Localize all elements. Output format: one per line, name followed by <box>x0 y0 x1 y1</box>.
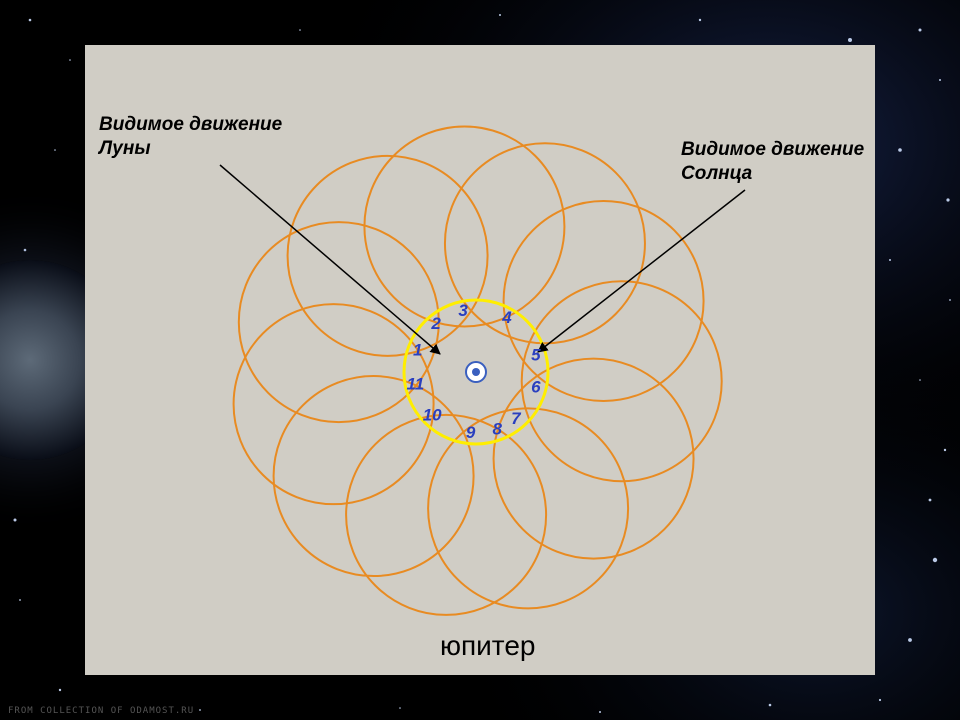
svg-text:9: 9 <box>466 423 476 442</box>
label-moon-motion: Видимое движение Луны <box>99 113 282 161</box>
svg-text:10: 10 <box>423 405 442 424</box>
watermark-text: FROM COLLECTION OF ODAMOST.RU <box>8 706 194 716</box>
svg-text:11: 11 <box>407 374 425 393</box>
svg-text:1: 1 <box>413 340 422 359</box>
svg-text:6: 6 <box>531 378 541 397</box>
space-background: 123 45 6789 10 11 Видимое движение Луны Види… <box>0 0 960 720</box>
svg-text:3: 3 <box>458 301 468 320</box>
svg-text:4: 4 <box>501 308 512 327</box>
svg-text:5: 5 <box>531 345 541 364</box>
diagram-title: юпитер <box>440 630 535 662</box>
svg-text:2: 2 <box>430 314 441 333</box>
epicycle-diagram: 123 45 6789 10 11 <box>0 0 960 720</box>
label-sun-motion: Видимое движение Солнца <box>681 138 864 186</box>
svg-text:8: 8 <box>492 420 502 439</box>
svg-text:7: 7 <box>511 409 522 428</box>
